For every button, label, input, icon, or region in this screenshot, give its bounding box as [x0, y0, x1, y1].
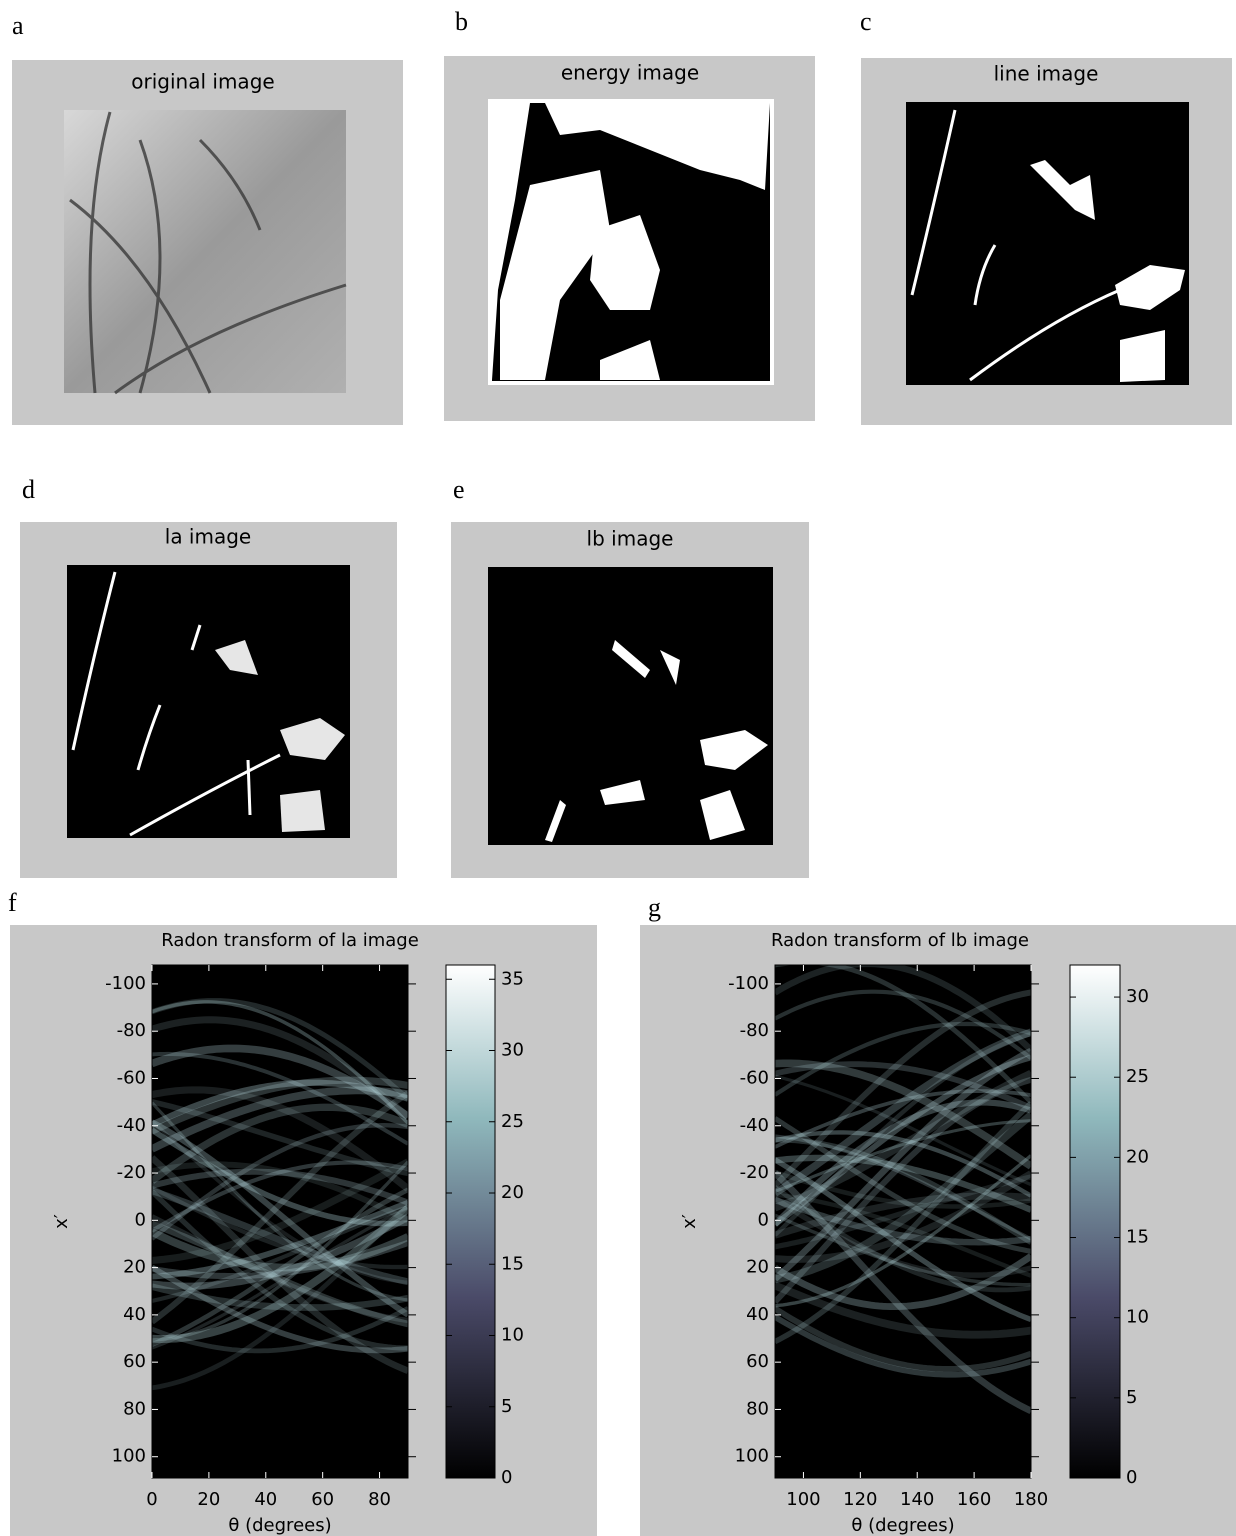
panel-title: energy image [561, 61, 699, 85]
y-tick-label: -20 [740, 1162, 769, 1183]
y-tick-label: -100 [728, 973, 769, 994]
colorbar-tick-label: 30 [501, 1040, 524, 1061]
x-tick-label: 100 [786, 1489, 820, 1510]
x-tick-label: 0 [146, 1489, 157, 1510]
y-tick-label: 60 [123, 1351, 146, 1372]
x-axis-label: θ (degrees) [228, 1515, 331, 1536]
y-tick-label: 60 [746, 1351, 769, 1372]
y-tick-label: 0 [758, 1209, 769, 1230]
y-tick-label: 0 [135, 1209, 146, 1230]
panel-title: original image [131, 70, 274, 94]
panel-letter: c [860, 7, 872, 36]
colorbar-tick-label: 30 [1126, 986, 1149, 1007]
panel-letter: b [455, 7, 468, 36]
plot-title: Radon transform of lb image [771, 930, 1029, 951]
y-tick-label: 40 [123, 1304, 146, 1325]
y-tick-label: 40 [746, 1304, 769, 1325]
y-tick-label: 20 [746, 1257, 769, 1278]
y-tick-label: -80 [740, 1020, 769, 1041]
colorbar-tick-label: 20 [1126, 1146, 1149, 1167]
image [490, 101, 772, 383]
colorbar-tick-label: 20 [501, 1182, 524, 1203]
image [488, 567, 773, 845]
colorbar [1070, 965, 1120, 1478]
colorbar-tick-label: 25 [501, 1111, 524, 1132]
panel-title: la image [165, 525, 251, 549]
y-tick-label: -40 [117, 1115, 146, 1136]
x-tick-label: 180 [1014, 1489, 1048, 1510]
image [67, 565, 350, 838]
y-tick-label: -20 [117, 1162, 146, 1183]
y-tick-label: 100 [735, 1446, 769, 1467]
y-tick-label: 20 [123, 1257, 146, 1278]
panel-letter: e [453, 475, 465, 504]
plot-title: Radon transform of la image [161, 930, 419, 951]
image [64, 110, 346, 393]
figure: a original image b energy image c line i… [0, 0, 1236, 1536]
colorbar-tick-label: 15 [1126, 1227, 1149, 1248]
y-tick-label: -60 [740, 1067, 769, 1088]
colorbar-tick-label: 5 [501, 1396, 512, 1417]
x-tick-label: 80 [368, 1489, 391, 1510]
image [906, 102, 1189, 385]
panel-letter: f [8, 888, 17, 917]
y-tick-label: 80 [123, 1398, 146, 1419]
x-tick-label: 20 [197, 1489, 220, 1510]
x-tick-label: 60 [311, 1489, 334, 1510]
colorbar-tick-label: 15 [501, 1253, 524, 1274]
y-tick-label: -40 [740, 1115, 769, 1136]
x-tick-label: 140 [900, 1489, 934, 1510]
panel-title: line image [994, 62, 1099, 86]
panel-letter: g [648, 893, 661, 922]
x-axis-label: θ (degrees) [851, 1515, 954, 1536]
colorbar [446, 965, 495, 1478]
colorbar-tick-label: 25 [1126, 1066, 1149, 1087]
colorbar-tick-label: 5 [1126, 1387, 1137, 1408]
y-axis-label: x′ [679, 1214, 700, 1229]
y-tick-label: 100 [112, 1446, 146, 1467]
x-tick-label: 40 [254, 1489, 277, 1510]
panel-letter: a [12, 11, 24, 40]
y-tick-label: 80 [746, 1398, 769, 1419]
panel-letter: d [22, 475, 35, 504]
y-tick-label: -80 [117, 1020, 146, 1041]
y-tick-label: -60 [117, 1067, 146, 1088]
x-tick-label: 160 [957, 1489, 991, 1510]
colorbar-tick-label: 10 [501, 1325, 524, 1346]
panel-title: lb image [587, 527, 674, 551]
colorbar-tick-label: 0 [1126, 1467, 1137, 1488]
colorbar-tick-label: 0 [501, 1467, 512, 1488]
x-tick-label: 120 [843, 1489, 877, 1510]
y-axis-label: x′ [51, 1214, 72, 1229]
y-tick-label: -100 [105, 973, 146, 994]
colorbar-tick-label: 10 [1126, 1307, 1149, 1328]
colorbar-tick-label: 35 [501, 968, 524, 989]
